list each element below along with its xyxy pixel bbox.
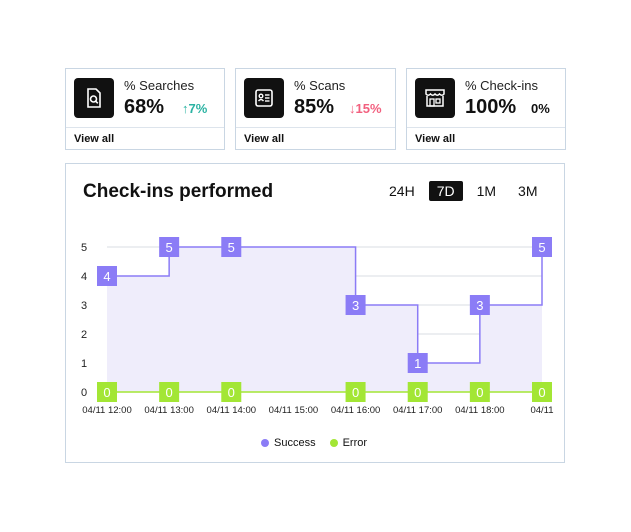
card-label: % Check-ins bbox=[465, 78, 538, 93]
search-document-icon bbox=[74, 78, 114, 118]
y-tick-label: 4 bbox=[81, 271, 87, 283]
success-point-box bbox=[159, 237, 180, 257]
view-all-link[interactable]: View all bbox=[244, 133, 285, 145]
success-point-box bbox=[97, 266, 117, 286]
x-tick-label: 04/11 17:00 bbox=[393, 405, 442, 416]
stat-card-checkins: % Check-ins 100% 0% View all bbox=[406, 68, 566, 150]
success-point-label: 5 bbox=[538, 240, 545, 255]
card-delta: 0% bbox=[531, 101, 550, 116]
legend-label-success: Success bbox=[274, 437, 316, 449]
error-point-label: 0 bbox=[228, 385, 235, 400]
success-point: 4 bbox=[97, 266, 117, 286]
error-point-label: 0 bbox=[538, 385, 545, 400]
success-dot-icon bbox=[261, 439, 269, 447]
success-point-box bbox=[407, 353, 428, 373]
card-delta: ↑7% bbox=[182, 101, 208, 116]
success-point: 5 bbox=[532, 237, 552, 257]
x-tick-label: 04/11 16:00 bbox=[331, 405, 380, 416]
error-point: 0 bbox=[97, 382, 117, 402]
y-tick-label: 5 bbox=[81, 242, 87, 254]
error-point: 0 bbox=[159, 382, 180, 402]
card-divider bbox=[236, 127, 395, 128]
y-tick-label: 0 bbox=[81, 387, 87, 399]
chart-legend: Success Error bbox=[261, 437, 381, 449]
storefront-icon bbox=[415, 78, 455, 118]
success-point-box bbox=[221, 237, 242, 257]
success-point-label: 1 bbox=[414, 356, 421, 371]
error-point-label: 0 bbox=[476, 385, 483, 400]
card-label: % Searches bbox=[124, 78, 195, 93]
error-point-box bbox=[221, 382, 242, 402]
x-tick-label: 04/11 13:00 bbox=[144, 405, 193, 416]
error-point-box bbox=[407, 382, 428, 402]
stat-card-scans: % Scans 85% ↓15% View all bbox=[235, 68, 396, 150]
legend-item-error[interactable]: Error bbox=[329, 437, 368, 449]
error-point-box bbox=[532, 382, 552, 402]
error-dot-icon bbox=[329, 439, 338, 447]
success-point-label: 5 bbox=[228, 240, 235, 255]
range-tab-24h[interactable]: 24H bbox=[389, 183, 415, 199]
range-tabs: 24H 7D 1M 3M bbox=[381, 181, 552, 201]
success-point: 3 bbox=[345, 295, 366, 315]
success-point-box bbox=[469, 295, 490, 315]
success-point-box bbox=[345, 295, 366, 315]
error-point: 0 bbox=[532, 382, 552, 402]
card-value: 85% bbox=[294, 96, 335, 118]
id-card-icon bbox=[244, 78, 284, 118]
card-label: % Scans bbox=[294, 78, 346, 93]
card-value: 68% bbox=[124, 96, 165, 118]
y-tick-label: 3 bbox=[81, 300, 87, 312]
stat-card-searches: % Searches 68% ↑7% View all bbox=[65, 68, 225, 150]
error-point-label: 0 bbox=[414, 385, 421, 400]
arrow-up-icon: ↑ bbox=[182, 101, 189, 116]
error-point-label: 0 bbox=[166, 385, 173, 400]
success-point-label: 3 bbox=[476, 298, 483, 313]
error-point: 0 bbox=[345, 382, 366, 402]
error-point-box bbox=[159, 382, 180, 402]
error-point: 0 bbox=[469, 382, 490, 402]
success-point: 3 bbox=[469, 295, 490, 315]
x-tick-label: 04/11 12:00 bbox=[82, 405, 131, 416]
x-tick-label: 04/11 bbox=[530, 405, 553, 416]
x-tick-label: 04/11 15:00 bbox=[269, 405, 318, 416]
error-point: 0 bbox=[407, 382, 428, 402]
success-area bbox=[107, 247, 542, 392]
legend-label-error: Error bbox=[342, 437, 368, 449]
card-value: 100% bbox=[465, 96, 517, 118]
error-point-label: 0 bbox=[352, 385, 359, 400]
error-point: 0 bbox=[221, 382, 242, 402]
success-point-label: 5 bbox=[166, 240, 173, 255]
card-divider bbox=[407, 127, 565, 128]
error-point-box bbox=[345, 382, 366, 402]
success-point-label: 4 bbox=[103, 269, 110, 284]
success-point: 5 bbox=[159, 237, 180, 257]
view-all-link[interactable]: View all bbox=[74, 133, 115, 145]
checkins-chart: 0 1 2 3 4 5 04/11 12:00 04/11 13:00 04/11 14:00 0… bbox=[81, 237, 554, 416]
range-tab-3m[interactable]: 3M bbox=[518, 183, 538, 199]
error-point-box bbox=[97, 382, 117, 402]
success-point: 5 bbox=[221, 237, 242, 257]
chart-title: Check-ins performed bbox=[83, 181, 274, 202]
x-tick-label: 04/11 14:00 bbox=[207, 405, 256, 416]
card-delta: ↓15% bbox=[349, 101, 382, 116]
view-all-link[interactable]: View all bbox=[415, 133, 456, 145]
arrow-down-icon: ↓ bbox=[349, 101, 356, 116]
success-point-label: 3 bbox=[352, 298, 359, 313]
x-tick-label: 04/11 18:00 bbox=[455, 405, 504, 416]
y-tick-label: 2 bbox=[81, 329, 87, 341]
range-tab-7d[interactable]: 7D bbox=[428, 181, 463, 201]
range-tab-1m[interactable]: 1M bbox=[476, 183, 497, 199]
y-tick-label: 1 bbox=[81, 358, 87, 370]
success-point: 1 bbox=[407, 353, 428, 373]
error-point-label: 0 bbox=[103, 385, 110, 400]
error-point-box bbox=[469, 382, 490, 402]
card-divider bbox=[66, 127, 224, 128]
legend-item-success[interactable]: Success bbox=[261, 437, 316, 449]
success-point-box bbox=[532, 237, 552, 257]
